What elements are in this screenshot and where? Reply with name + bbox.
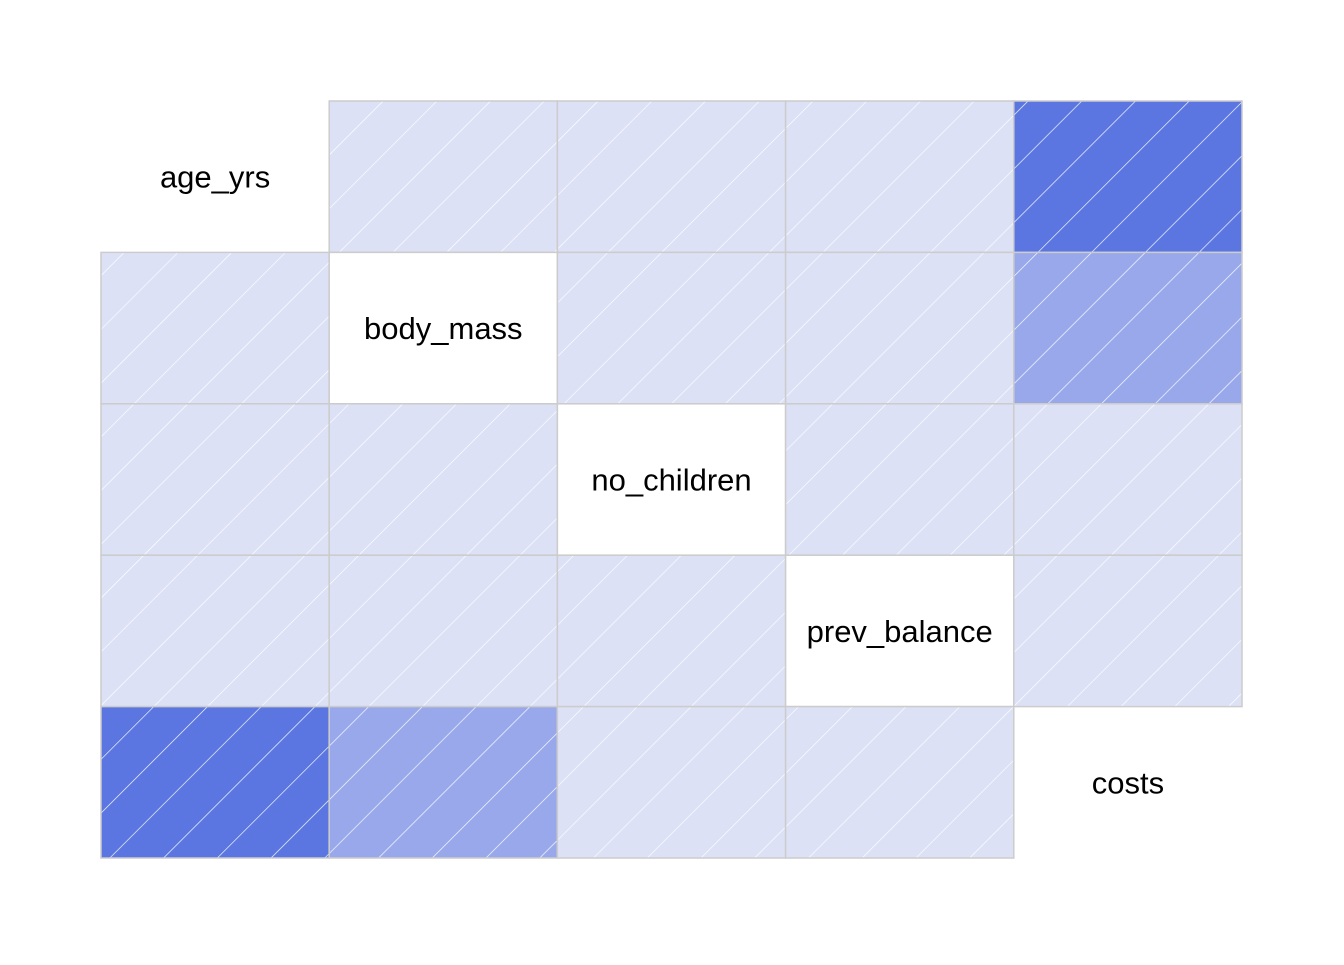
heatmap-cell-costs-body_mass bbox=[328, 705, 559, 859]
heatmap-cell-prev_balance-age_yrs bbox=[100, 554, 330, 708]
heatmap-cell-prev_balance-body_mass bbox=[328, 554, 559, 708]
heatmap-cell-costs-no_children bbox=[556, 705, 787, 859]
heatmap-cell-age_yrs-costs bbox=[1013, 100, 1243, 254]
heatmap-cell-body_mass-age_yrs bbox=[100, 251, 330, 405]
heatmap-cell-prev_balance-no_children bbox=[556, 554, 787, 708]
heatmap-cell-no_children-costs bbox=[1013, 403, 1243, 556]
cells-layer bbox=[100, 100, 1243, 859]
diagonal-cell-no_children bbox=[556, 403, 787, 556]
variable-label-body_mass: body_mass bbox=[364, 311, 523, 346]
heatmap-cell-body_mass-costs bbox=[1013, 251, 1243, 405]
heatmap-cell-costs-age_yrs bbox=[100, 705, 330, 859]
variable-label-age_yrs: age_yrs bbox=[160, 160, 270, 195]
variable-label-no_children: no_children bbox=[591, 463, 751, 498]
heatmap-cell-no_children-body_mass bbox=[328, 403, 559, 556]
heatmap-cell-age_yrs-body_mass bbox=[328, 100, 559, 254]
heatmap-cell-body_mass-prev_balance bbox=[784, 251, 1015, 405]
diagonal-cell-prev_balance bbox=[784, 554, 1015, 708]
heatmap-cell-age_yrs-prev_balance bbox=[784, 100, 1015, 254]
heatmap-cell-costs-prev_balance bbox=[784, 705, 1015, 859]
variable-label-prev_balance: prev_balance bbox=[807, 614, 993, 649]
variable-label-costs: costs bbox=[1092, 765, 1164, 800]
diagonal-cell-body_mass bbox=[328, 251, 559, 405]
heatmap-cell-age_yrs-no_children bbox=[556, 100, 787, 254]
heatmap-cell-body_mass-no_children bbox=[556, 251, 787, 405]
heatmap-cell-prev_balance-costs bbox=[1013, 554, 1243, 708]
labels-layer: age_yrs body_mass no_children prev_balancec… bbox=[160, 160, 1164, 801]
heatmap-cell-no_children-age_yrs bbox=[100, 403, 330, 556]
heatmap-cell-no_children-prev_balance bbox=[784, 403, 1015, 556]
